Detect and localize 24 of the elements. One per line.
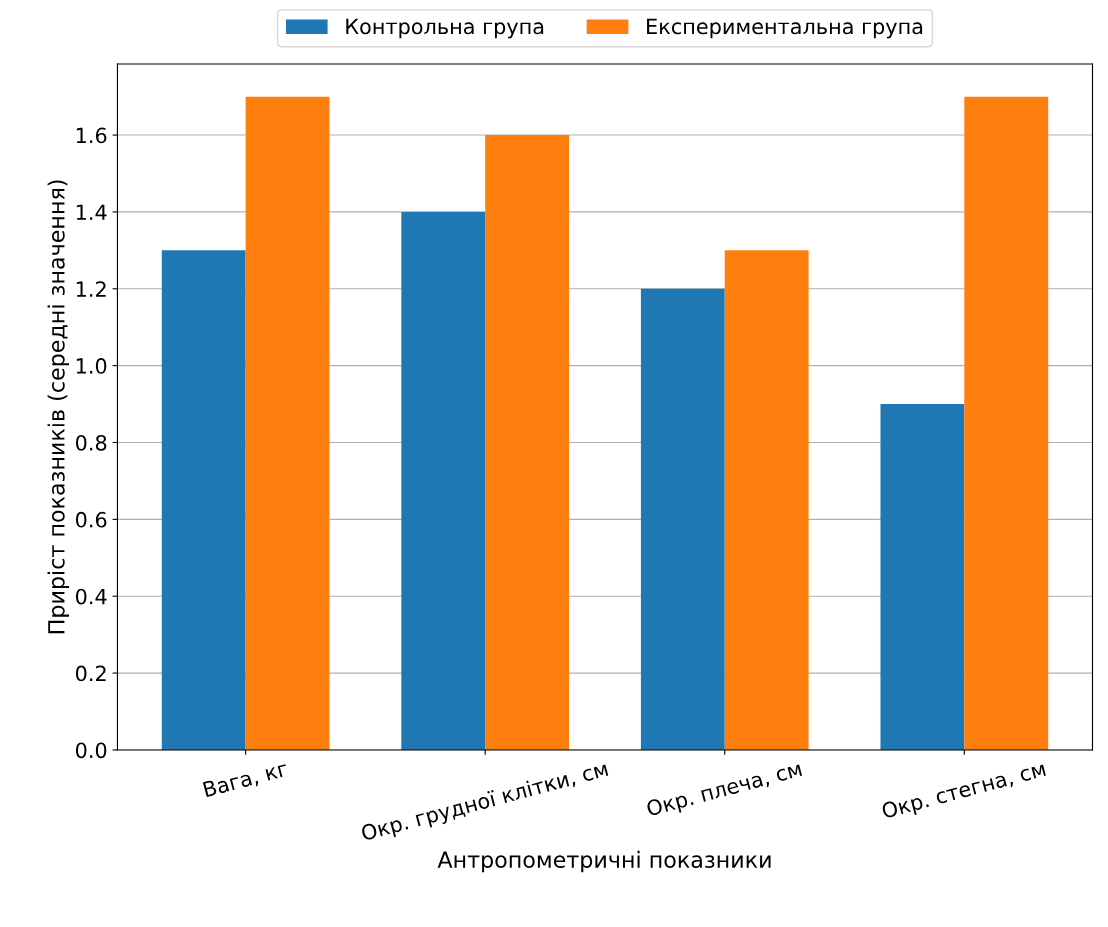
bar — [880, 404, 965, 750]
y-tick-label: 1.0 — [76, 358, 107, 374]
y-tick-label: 1.6 — [76, 127, 107, 144]
x-tick-label: Окр. стегна, см — [881, 760, 1048, 823]
x-tick-label: Вага, кг — [202, 760, 290, 800]
legend-label: Експериментальна група — [647, 18, 923, 39]
bar — [401, 211, 486, 750]
bar — [640, 288, 725, 750]
y-tick-label: 1.2 — [76, 281, 106, 297]
bar — [161, 250, 246, 750]
bar — [724, 250, 809, 750]
bar — [485, 135, 570, 750]
x-axis-title: Антропометричні показники — [437, 850, 771, 873]
y-tick-label: 1.4 — [76, 204, 107, 220]
y-tick-label: 0.4 — [75, 588, 107, 605]
legend-label: Контрольна група — [346, 18, 544, 39]
y-axis-title: Приріст показників (середні значення) — [47, 180, 70, 634]
y-tick-label: 0.0 — [75, 742, 107, 759]
x-tick-label: Окр. плеча, см — [645, 760, 804, 821]
y-tick-label: 0.2 — [75, 665, 106, 682]
y-tick-label: 0.8 — [75, 434, 107, 451]
y-tick-label: 0.6 — [75, 511, 107, 528]
bar — [245, 96, 330, 750]
bar — [964, 96, 1049, 750]
